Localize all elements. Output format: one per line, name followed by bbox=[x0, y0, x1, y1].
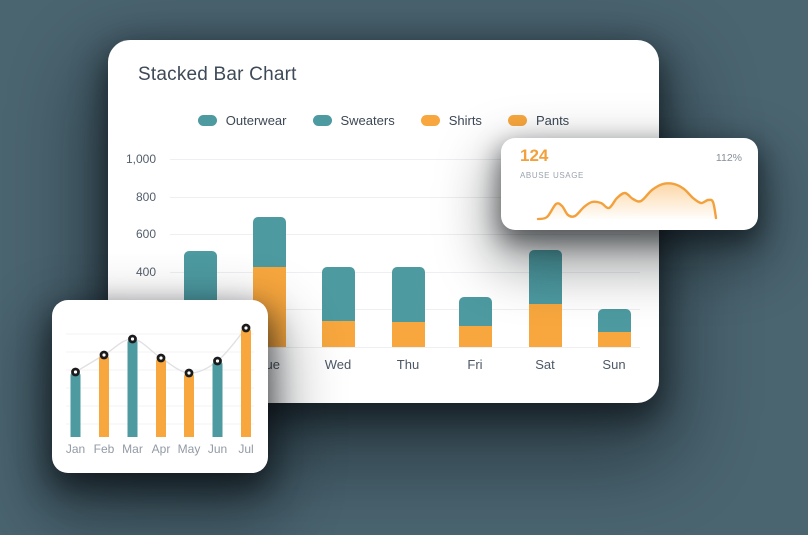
mini-bar-apr[interactable] bbox=[156, 358, 166, 437]
y-axis-label-800: 800 bbox=[135, 189, 156, 204]
mini-x-label-feb: Feb bbox=[94, 442, 115, 456]
marker-dot-center-may bbox=[187, 371, 191, 375]
stacked-bar-plot-area: 02004006008001,000MonTueWedThuFriSatSun bbox=[126, 152, 640, 372]
bar-segment-teal-sat bbox=[528, 250, 562, 304]
monthly-mini-chart-card: Jan Feb Mar Apr May Jun Jul bbox=[52, 300, 268, 473]
marker-dot-center-mar bbox=[130, 337, 135, 341]
gridline-1000 bbox=[170, 159, 640, 160]
outerwear-swatch-icon bbox=[197, 115, 217, 126]
marker-dot-center-jun bbox=[215, 359, 220, 363]
y-axis-label-1000: 1,000 bbox=[125, 152, 156, 166]
bar-segment-orange-thu bbox=[391, 321, 425, 347]
gridline-0 bbox=[170, 347, 640, 348]
mini-bar-feb[interactable] bbox=[99, 355, 109, 437]
mini-x-label-jun: Jun bbox=[208, 442, 227, 456]
chart-legend: Outerwear Sweaters Shirts Pants bbox=[108, 113, 659, 128]
stat-label: ABUSE USAGE bbox=[520, 171, 584, 180]
x-axis-label-thu: Thu bbox=[396, 357, 420, 372]
legend-item-shirts[interactable]: Shirts bbox=[420, 113, 482, 128]
gridline-800 bbox=[170, 196, 640, 198]
monthly-mini-bar-chart: Jan Feb Mar Apr May Jun Jul bbox=[66, 323, 254, 456]
legend-item-sweaters[interactable]: Sweaters bbox=[312, 113, 395, 128]
legend-label-sweaters: Sweaters bbox=[340, 113, 395, 128]
bar-segment-orange-fri bbox=[458, 326, 492, 347]
sweaters-swatch-icon bbox=[312, 115, 332, 126]
bar-segment-orange-wed bbox=[321, 320, 355, 347]
x-axis-label-wed: Wed bbox=[324, 357, 352, 372]
legend-item-pants[interactable]: Pants bbox=[507, 113, 570, 128]
mini-x-label-jul: Jul bbox=[238, 442, 253, 456]
mini-bar-may[interactable] bbox=[184, 373, 194, 437]
x-axis-label-sun: Sun bbox=[602, 357, 626, 372]
bar-segment-teal-wed bbox=[321, 267, 355, 321]
mini-bar-mar[interactable] bbox=[127, 339, 138, 437]
bar-segment-orange-sat bbox=[528, 303, 562, 347]
stacked-bar-sat[interactable] bbox=[528, 250, 562, 347]
marker-dot-center-jul bbox=[244, 326, 248, 330]
mini-x-label-jan: Jan bbox=[66, 442, 85, 456]
stacked-bar-thu[interactable] bbox=[391, 267, 425, 347]
bar-segment-teal-sun bbox=[597, 309, 631, 332]
sparkline-area-fill bbox=[538, 183, 716, 219]
abuse-usage-sparkline-chart bbox=[536, 182, 718, 221]
shirts-swatch-icon bbox=[420, 115, 440, 126]
bar-segment-teal-thu bbox=[391, 267, 425, 322]
marker-dot-center-jan bbox=[73, 370, 78, 374]
x-axis-label-fri: Fri bbox=[467, 357, 483, 372]
stacked-bar-wed[interactable] bbox=[321, 267, 355, 347]
bar-segment-teal-tue bbox=[252, 217, 286, 268]
y-axis-label-400: 400 bbox=[135, 264, 156, 279]
mini-bar-jan[interactable] bbox=[70, 372, 81, 437]
mini-x-label-apr: Apr bbox=[152, 442, 171, 456]
stat-percent: 112% bbox=[715, 152, 742, 164]
legend-label-pants: Pants bbox=[535, 113, 570, 128]
stacked-bar-fri[interactable] bbox=[458, 297, 492, 347]
sparkline-path bbox=[536, 182, 718, 221]
mini-x-label-mar: Mar bbox=[122, 442, 143, 456]
bar-segment-teal-fri bbox=[458, 297, 492, 327]
y-axis-label-600: 600 bbox=[135, 227, 156, 242]
mini-bar-jun[interactable] bbox=[212, 361, 223, 437]
legend-item-outerwear[interactable]: Outerwear bbox=[197, 113, 287, 128]
gridline-600 bbox=[170, 234, 640, 236]
legend-label-outerwear: Outerwear bbox=[225, 113, 287, 128]
stat-value: 124 bbox=[520, 146, 549, 165]
pants-swatch-icon bbox=[507, 115, 527, 126]
chart-title: Stacked Bar Chart bbox=[138, 64, 297, 85]
mini-x-label-may: May bbox=[178, 442, 201, 456]
marker-dot-center-feb bbox=[102, 353, 106, 357]
bar-segment-orange-sun bbox=[597, 331, 631, 347]
abuse-usage-stat-card: 124 ABUSE USAGE 112% bbox=[501, 138, 758, 230]
x-axis-label-sat: Sat bbox=[535, 357, 555, 372]
legend-label-shirts: Shirts bbox=[448, 113, 482, 128]
mini-bar-jul[interactable] bbox=[241, 328, 251, 437]
marker-dot-center-apr bbox=[159, 356, 163, 360]
stacked-bar-sun[interactable] bbox=[597, 309, 631, 347]
